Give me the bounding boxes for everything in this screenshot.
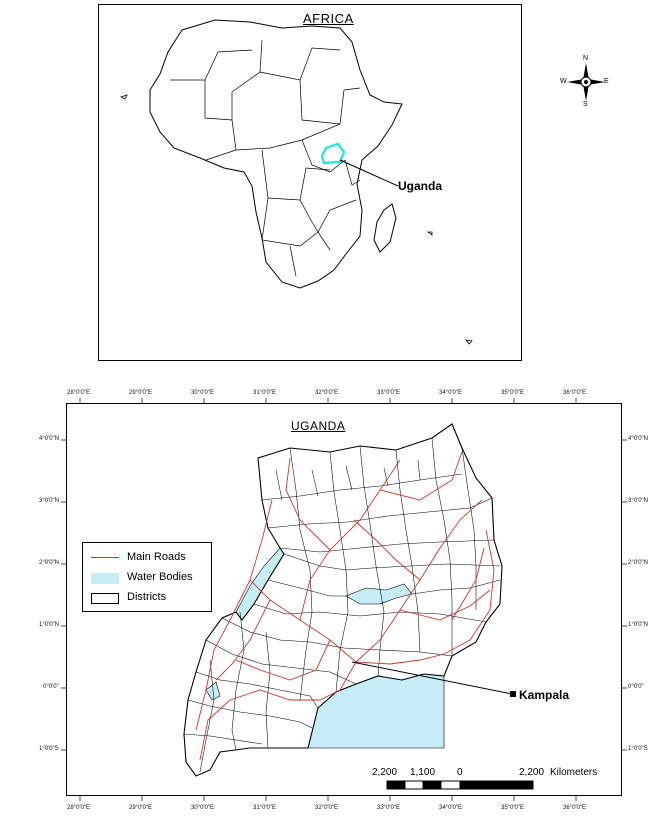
kampala-marker-icon [510,691,516,697]
lat-tick-right: 1°0'0"N [628,622,649,628]
scale-label: 1,100 [410,767,436,778]
lon-tick-bottom: 34°0'0"E [439,805,463,811]
lon-tick-top: 29°0'0"E [129,390,153,396]
district-boundaries [183,437,501,773]
lon-tick-top: 28°0'0"E [67,390,91,396]
lon-tick-top: 34°0'0"E [439,390,463,396]
compass-south-label: S [583,101,588,108]
compass-west-label: W [560,78,567,85]
road-line-icon [91,557,119,558]
lon-tick-top: 31°0'0"E [253,390,277,396]
lat-tick-left: 2°0'0"N [39,560,60,566]
lon-tick-top: 33°0'0"E [377,390,401,396]
scale-label: 2,200 [372,767,398,778]
africa-country-borders [170,39,361,277]
compass-north-label: N [583,55,589,62]
water-swatch-icon [91,573,119,584]
lon-tick-top: 32°0'0"E [315,390,339,396]
africa-title: AFRICA [303,11,354,26]
scale-bar [386,780,534,790]
uganda-title: UGANDA [291,419,346,433]
lat-tick-left: 0°0'0" [43,684,59,690]
scale-unit: Kilometers [550,767,598,778]
lon-tick-top: 30°0'0"E [191,390,215,396]
uganda-highlight [320,142,346,165]
lat-tick-left: 1°0'0"S [39,746,59,752]
scale-label: 2,200 [519,767,545,778]
kampala-label: Kampala [519,688,570,702]
uganda-leader-line [339,159,399,187]
lon-tick-top: 36°0'0"E [563,390,587,396]
legend-label: Districts [127,591,167,603]
legend-item-districts: Districts [91,591,209,605]
lat-tick-right: 2°0'0"N [628,560,649,566]
lon-tick-bottom: 28°0'0"E [67,805,91,811]
legend-item-main-roads: Main Roads [91,551,209,565]
africa-continent-outline [149,19,403,289]
legend-item-water-bodies: Water Bodies [91,571,209,585]
lat-tick-left: 4°0'0"N [39,436,60,442]
lon-tick-bottom: 33°0'0"E [377,805,401,811]
lat-tick-right: 1°0'0"S [628,746,648,752]
lon-tick-bottom: 30°0'0"E [191,805,215,811]
lon-tick-bottom: 36°0'0"E [563,805,587,811]
district-swatch-icon [91,593,119,604]
compass-east-label: E [604,78,609,85]
lat-tick-left: 3°0'0"N [39,498,60,504]
madagascar-outline [373,203,397,253]
scale-label: 0 [457,767,463,778]
island-outline [119,94,473,345]
lon-tick-bottom: 32°0'0"E [315,805,339,811]
kampala-leader-line [351,661,513,695]
legend-label: Water Bodies [127,571,193,583]
lat-tick-left: 1°0'0"N [39,622,60,628]
map-legend: Main Roads Water Bodies Districts [82,542,212,612]
legend-label: Main Roads [127,551,186,563]
lon-tick-bottom: 35°0'0"E [501,805,525,811]
lon-tick-top: 35°0'0"E [501,390,525,396]
compass-rose-icon [567,63,605,101]
lon-tick-bottom: 29°0'0"E [129,805,153,811]
lon-tick-bottom: 31°0'0"E [253,805,277,811]
lat-tick-right: 0°0'0" [628,684,644,690]
uganda-label: Uganda [398,179,443,193]
lat-tick-right: 4°0'0"N [628,436,649,442]
lat-tick-right: 3°0'0"N [628,498,649,504]
uganda-map-frame [66,403,622,796]
graticule-ticks [61,398,627,801]
main-roads [195,451,495,761]
